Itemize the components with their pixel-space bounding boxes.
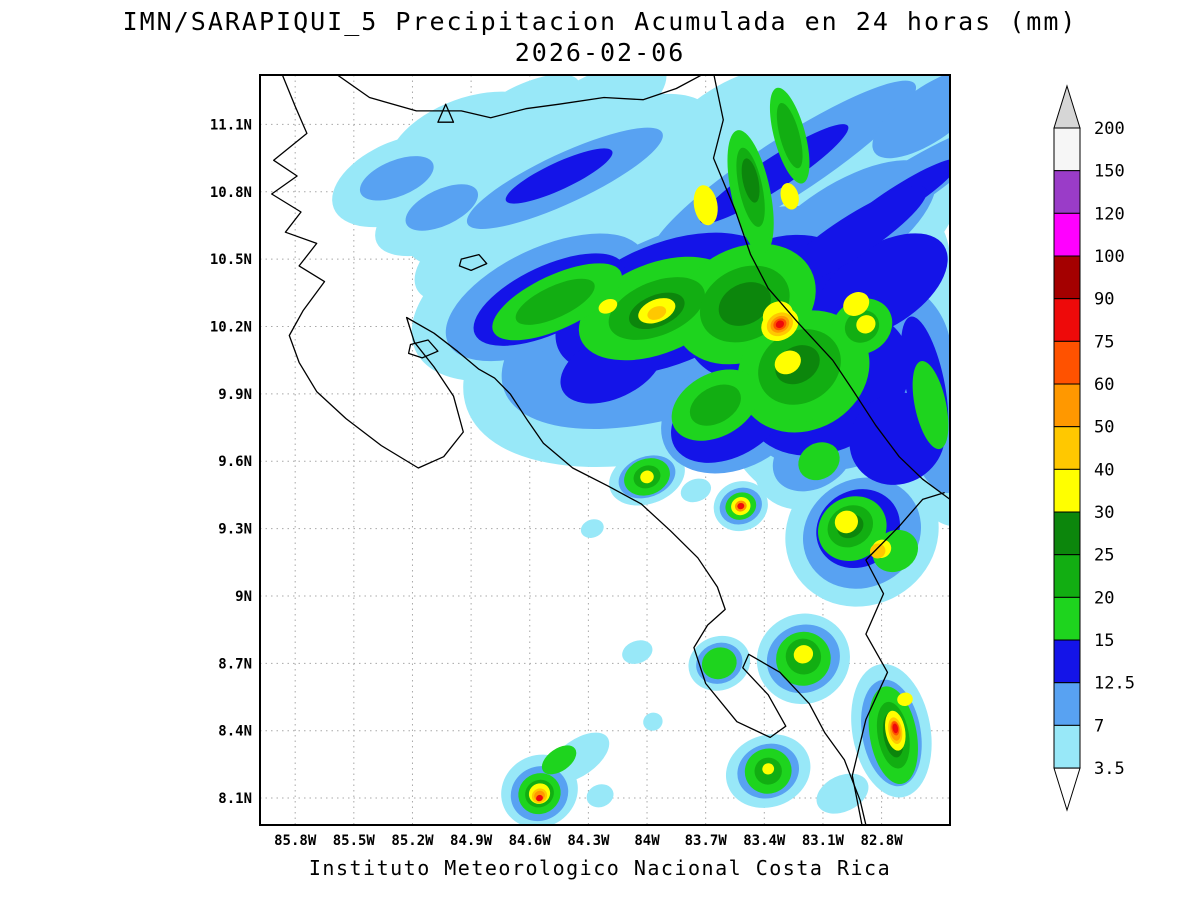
y-tick-label: 11.1N (210, 117, 252, 133)
colorbar-tick-label: 20 (1094, 588, 1114, 608)
x-tick-label: 84.9W (450, 833, 493, 849)
map-plot-area: 85.8W 85.5W 85.2W 84.9W 84.6W 84.3W 84W 83.7W 83… (180, 70, 980, 870)
colorbar-tick-label: 40 (1094, 460, 1114, 480)
y-tick-label: 9.3N (218, 522, 252, 538)
y-tick-label: 8.7N (218, 656, 252, 672)
y-tick-label: 10.5N (210, 252, 252, 268)
colorbar-tick-label: 50 (1094, 418, 1114, 438)
colorbar-segment (1053, 511, 1081, 556)
colorbar-segment (1053, 639, 1081, 684)
colorbar-segment (1053, 340, 1081, 385)
colorbar-tick-label: 15 (1094, 631, 1114, 651)
colorbar-segment (1053, 127, 1081, 172)
colorbar-tick-label: 100 (1094, 247, 1125, 267)
y-tick-label: 10.8N (210, 185, 252, 201)
x-tick-label: 83.4W (743, 833, 786, 849)
colorbar-segment (1053, 426, 1081, 470)
x-tick-label: 82.8W (861, 833, 904, 849)
colorbar-tick-label: 7 (1094, 716, 1104, 736)
x-tick-label: 84.6W (509, 833, 552, 849)
colorbar-tick-label: 60 (1094, 375, 1114, 395)
colorbar-tick-label: 75 (1094, 332, 1114, 352)
colorbar-segment (1053, 468, 1081, 513)
x-tick-label: 84.3W (567, 833, 610, 849)
colorbar-segment (1053, 724, 1081, 769)
x-tick-label: 85.2W (391, 833, 434, 849)
y-tick-label: 8.4N (218, 724, 252, 740)
y-tick-label: 10.2N (210, 320, 252, 336)
x-tick-label: 85.8W (274, 833, 317, 849)
map-svg: 85.8W 85.5W 85.2W 84.9W 84.6W 84.3W 84W 83.7W 83… (210, 74, 951, 849)
x-tick-label: 85.5W (333, 833, 376, 849)
x-tick-label: 84W (634, 833, 660, 849)
x-tick-label: 83.1W (802, 833, 845, 849)
precipitation-field (332, 75, 950, 825)
colorbar-tick-label: 120 (1094, 204, 1125, 224)
figure-footer: Instituto Meteorologico Nacional Costa R… (308, 856, 892, 880)
colorbar-svg: 200 150 120 100 90 75 60 50 40 30 25 20 15 12.5 7 3.5 (1053, 84, 1135, 812)
colorbar-segment (1053, 383, 1081, 428)
colorbar-over-arrow (1053, 84, 1081, 129)
colorbar-tick-label: 150 (1094, 162, 1125, 182)
colorbar-tick-label: 3.5 (1094, 759, 1125, 779)
colorbar-tick-label: 12.5 (1094, 674, 1135, 694)
colorbar-segment (1053, 554, 1081, 598)
figure-title: IMN/SARAPIQUI_5 Precipitacion Acumulada … (122, 7, 1078, 36)
colorbar-under-arrow (1053, 767, 1081, 812)
title-block: IMN/SARAPIQUI_5 Precipitacion Acumulada … (0, 6, 1200, 68)
y-tick-label: 9.6N (218, 454, 252, 470)
colorbar-tick-label: 30 (1094, 503, 1114, 523)
y-tick-label: 9.9N (218, 387, 252, 403)
figure-date: 2026-02-06 (514, 38, 686, 67)
y-tick-label: 9N (235, 589, 252, 605)
map-frame (259, 74, 951, 826)
x-tick-label: 83.7W (685, 833, 728, 849)
y-tick-label: 8.1N (218, 791, 252, 807)
colorbar-tick-label: 90 (1094, 290, 1114, 310)
y-axis-tick-labels: 11.1N 10.8N 10.5N 10.2N 9.9N 9.6N 9.3N 9N 8.7N 8.… (210, 117, 252, 807)
coastline (271, 75, 950, 825)
colorbar-tick-label: 25 (1094, 546, 1114, 566)
colorbar-segment (1053, 255, 1081, 300)
colorbar-segment (1053, 212, 1081, 257)
colorbar-segment (1053, 682, 1081, 726)
colorbar-segment (1053, 170, 1081, 214)
colorbar-segment (1053, 298, 1081, 342)
colorbar-segment (1053, 596, 1081, 641)
colorbar-tick-label: 200 (1094, 119, 1125, 139)
x-axis-tick-labels: 85.8W 85.5W 85.2W 84.9W 84.6W 84.3W 84W 83.7W 83… (274, 833, 903, 849)
colorbar-legend: 200 150 120 100 90 75 60 50 40 30 25 20 15 12.5 7 3.5 (1048, 80, 1198, 825)
